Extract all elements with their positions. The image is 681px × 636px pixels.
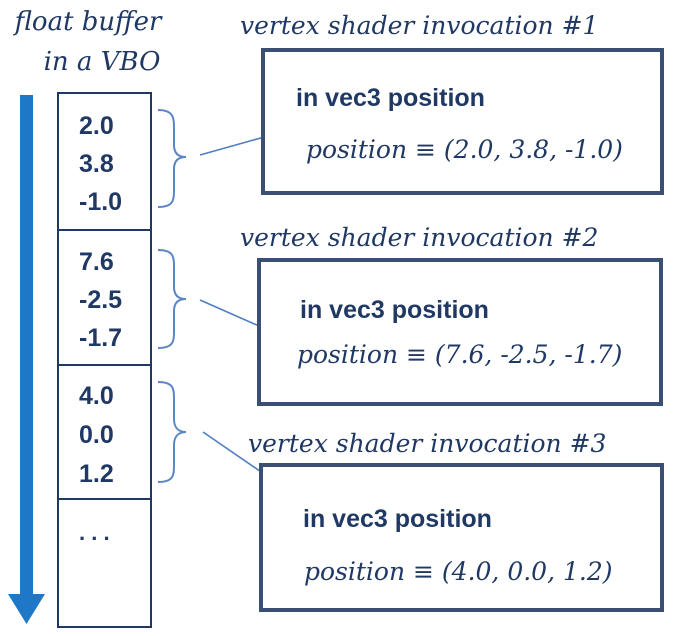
invocation-1-assignment: position ≡ (2.0, 3.8, -1.0) xyxy=(306,135,623,164)
buffer-cell-remaining xyxy=(57,498,152,628)
brace-3 xyxy=(157,381,187,483)
brace-2 xyxy=(157,249,187,349)
invocation-1-title: vertex shader invocation #1 xyxy=(240,11,598,40)
vbo-buffer: 2.0 3.8 -1.0 7.6 -2.5 -1.7 4.0 0.0 1.2 .… xyxy=(57,92,152,628)
brace-1 xyxy=(157,109,187,208)
invocation-2-title: vertex shader invocation #2 xyxy=(240,223,598,252)
buffer-value: 2.0 xyxy=(79,112,114,140)
invocation-3-box xyxy=(259,463,664,612)
buffer-value: 0.0 xyxy=(79,421,114,449)
invocation-3-declaration: in vec3 position xyxy=(303,505,492,533)
buffer-value: 1.2 xyxy=(79,460,114,488)
buffer-cell-group-2 xyxy=(57,229,152,366)
buffer-value: 4.0 xyxy=(79,382,114,410)
buffer-value: -1.7 xyxy=(79,324,122,352)
invocation-2-box xyxy=(257,258,663,406)
buffer-value: 3.8 xyxy=(79,150,114,178)
buffer-value: -1.0 xyxy=(79,188,122,216)
buffer-title-line1: float buffer xyxy=(13,7,163,37)
buffer-value: -2.5 xyxy=(79,286,122,314)
invocation-1-declaration: in vec3 position xyxy=(296,84,485,112)
buffer-ellipsis: . . . xyxy=(79,520,110,545)
invocation-2-declaration: in vec3 position xyxy=(300,296,489,324)
invocation-3-assignment: position ≡ (4.0, 0.0, 1.2) xyxy=(304,557,612,586)
buffer-value: 7.6 xyxy=(79,248,114,276)
invocation-3-title: vertex shader invocation #3 xyxy=(248,429,606,458)
invocation-1-box xyxy=(261,48,664,195)
buffer-flow-arrow xyxy=(8,95,45,624)
buffer-title-line2: in a VBO xyxy=(44,47,161,77)
buffer-cell-group-3 xyxy=(57,364,152,500)
buffer-cell-group-1 xyxy=(57,92,152,231)
invocation-2-assignment: position ≡ (7.6, -2.5, -1.7) xyxy=(297,340,622,369)
